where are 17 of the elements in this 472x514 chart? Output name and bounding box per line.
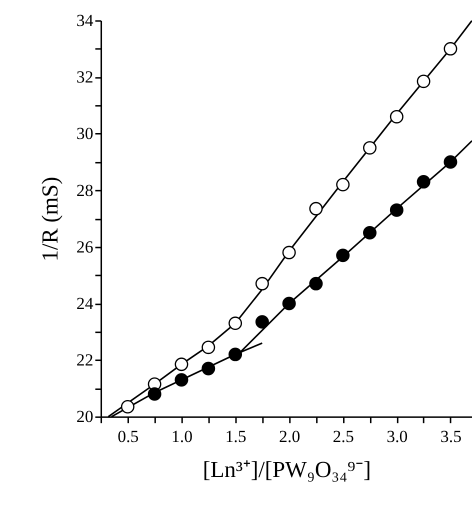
y-tick-label: 28 (76, 180, 94, 200)
y-tick-label: 30 (76, 124, 94, 144)
x-tick-label: 1.0 (171, 427, 193, 446)
x-tick-label: 0.5 (118, 427, 139, 446)
y-tick-label: 22 (76, 350, 94, 370)
y-tick-label: 32 (76, 68, 94, 87)
y-tick-label: 24 (76, 294, 94, 313)
x-tick-label: 3.0 (386, 427, 408, 446)
x-tick-label: 3.5 (440, 427, 462, 446)
y-tick-label: 26 (76, 237, 94, 256)
y-tick-label: 20 (76, 407, 94, 426)
x-axis-title: [Ln³⁺]/[PW₉O₃₄⁹⁻] (202, 457, 372, 482)
x-tick-label: 2.0 (278, 427, 300, 446)
x-tick-label: 1.5 (225, 427, 246, 446)
y-tick-label: 34 (76, 10, 94, 30)
x-tick-label: 2.5 (332, 427, 354, 446)
y-axis-title: 1/R (mS) (37, 176, 62, 262)
